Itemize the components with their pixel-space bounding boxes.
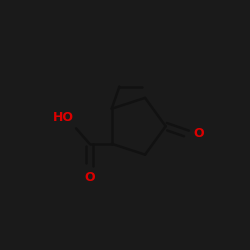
Text: O: O [194,128,204,140]
Text: O: O [84,171,95,184]
Text: HO: HO [53,110,74,124]
